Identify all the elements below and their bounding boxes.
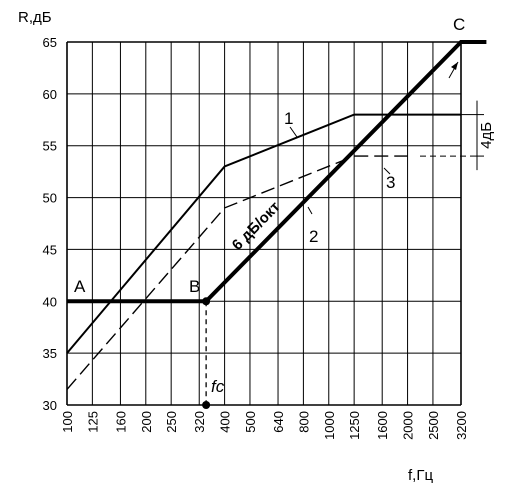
- x-tick-label: 250: [164, 411, 179, 433]
- x-tick-label: 800: [296, 411, 311, 433]
- point-b-marker: [202, 297, 211, 306]
- series-3-line: [66, 155, 408, 390]
- x-tick-label: 500: [243, 411, 258, 433]
- y-tick-label: 35: [43, 346, 57, 361]
- point-c-label: C: [453, 15, 465, 34]
- marks: [66, 40, 487, 409]
- slope-label: 6 дБ/окт: [229, 198, 284, 253]
- x-tick-label: 640: [271, 411, 286, 433]
- series-3-label: 3: [386, 173, 395, 192]
- x-axis-title: f,Гц: [408, 467, 433, 484]
- x-tick-label: 1000: [322, 411, 337, 440]
- y-tick-label: 45: [43, 242, 57, 257]
- series-1-leader: [289, 126, 298, 138]
- y-tick-label: 30: [43, 398, 57, 413]
- y-tick-label: 65: [43, 35, 57, 50]
- delta-label: 4дБ: [478, 122, 495, 149]
- series-2-label: 2: [309, 227, 318, 246]
- x-tick-label: 320: [192, 411, 207, 433]
- x-tick-label: 3200: [454, 411, 469, 440]
- y-tick-label: 60: [43, 87, 57, 102]
- y-tick-label: 55: [43, 139, 57, 154]
- fc-label: fc: [211, 377, 225, 396]
- y-axis-title: R,дБ: [18, 9, 52, 26]
- point-fc-marker: [202, 401, 211, 409]
- series-1-label: 1: [284, 109, 293, 128]
- x-tick-label: 100: [60, 411, 75, 433]
- x-tick-label: 1600: [375, 411, 390, 440]
- arrow-head: [451, 62, 458, 70]
- series-2-line: [67, 40, 487, 304]
- y-tick-label: 50: [43, 191, 57, 206]
- series-3-leader: [383, 167, 391, 175]
- point-a-label: A: [74, 277, 86, 296]
- x-tick-label: 2500: [426, 411, 441, 440]
- y-tick-label: 40: [43, 294, 57, 309]
- x-tick-label: 400: [218, 411, 233, 433]
- x-tick-label: 2000: [401, 411, 416, 440]
- x-tick-label: 160: [113, 411, 128, 433]
- series-1-line: [66, 113, 461, 354]
- x-tick-label: 1250: [347, 411, 362, 440]
- grid: [66, 41, 462, 406]
- series-2-leader: [307, 206, 313, 215]
- x-tick-label: 125: [85, 411, 100, 433]
- x-tick-label: 200: [139, 411, 154, 433]
- labels: 100 125 160 200 250 320 400 500 640 800 1000 1250 16…: [18, 9, 495, 484]
- point-b-label: B: [189, 277, 200, 296]
